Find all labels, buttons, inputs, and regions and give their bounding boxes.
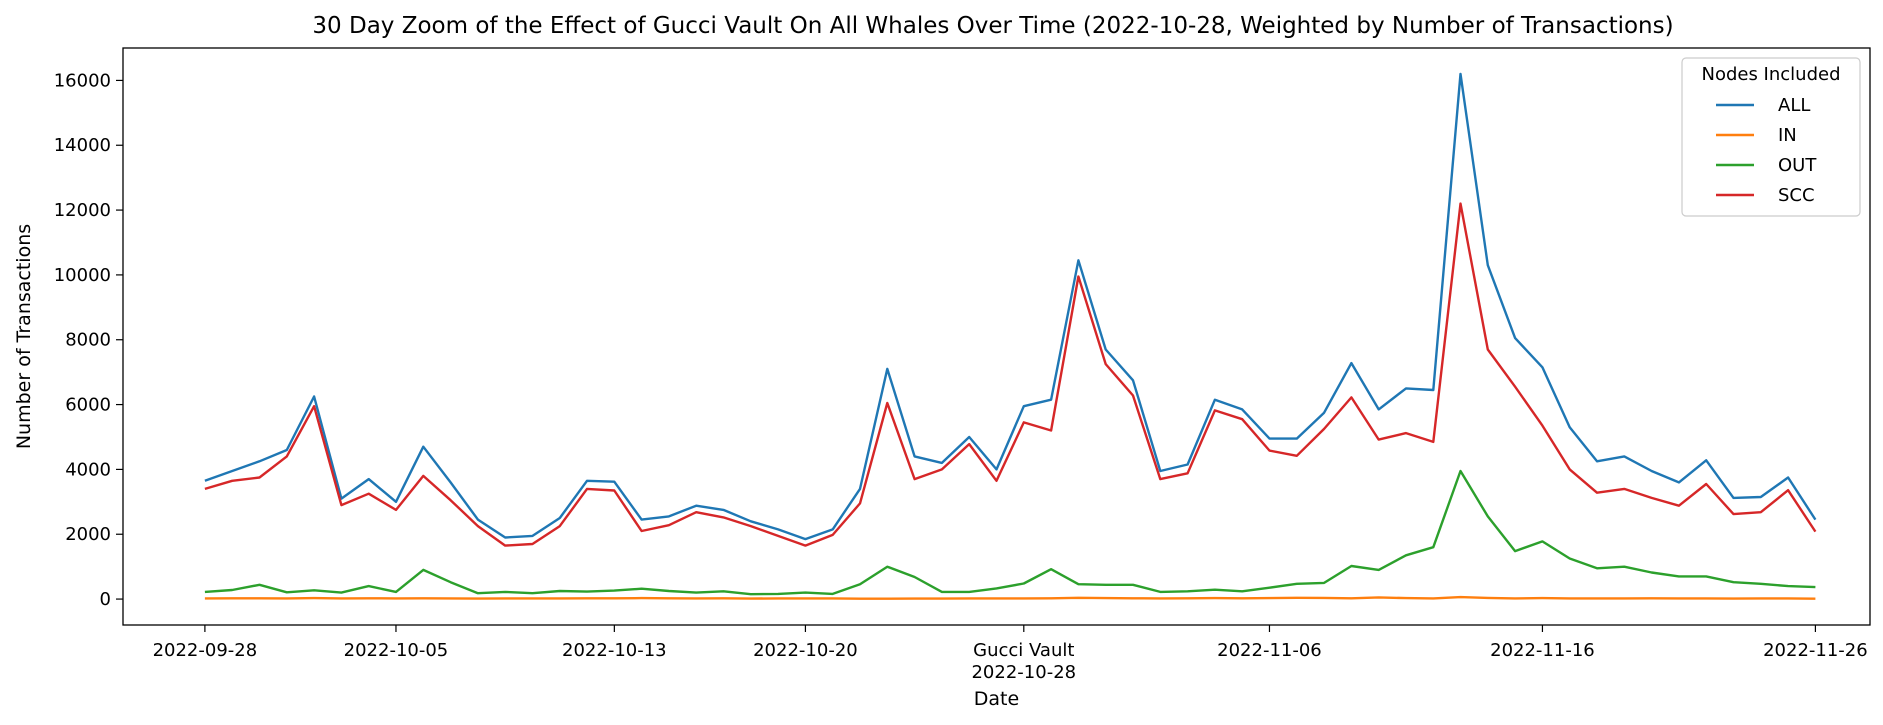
y-tick-label: 6000 — [65, 395, 111, 416]
series-line-all — [204, 72, 1817, 541]
x-tick-label-secondary: 2022-10-28 — [971, 662, 1076, 683]
x-axis-title: Date — [974, 688, 1019, 710]
series-line-scc — [204, 202, 1817, 547]
plot-frame — [122, 47, 1871, 626]
x-tick-label: Gucci Vault — [973, 640, 1074, 661]
legend-label-in: IN — [1778, 125, 1797, 146]
y-tick-label: 16000 — [54, 70, 111, 91]
series-line-out — [204, 469, 1816, 596]
y-tick-label: 0 — [100, 589, 111, 610]
y-tick-label: 4000 — [65, 459, 111, 480]
legend-label-scc: SCC — [1778, 185, 1815, 206]
legend-box — [1681, 57, 1861, 217]
x-tick-label: 2022-10-20 — [753, 640, 858, 661]
y-tick-label: 2000 — [65, 524, 111, 545]
y-axis: 0 2000 4000 6000 8000 10000 12000 14000 16000 — [54, 70, 123, 610]
legend: Nodes Included ALL IN OUT SCC — [1681, 57, 1861, 217]
x-tick-label: 2022-11-06 — [1217, 640, 1322, 661]
chart-title: 30 Day Zoom of the Effect of Gucci Vault… — [312, 13, 1673, 39]
y-tick-label: 10000 — [54, 265, 111, 286]
x-tick-label: 2022-09-28 — [153, 640, 258, 661]
x-tick-label: 2022-11-16 — [1490, 640, 1595, 661]
plot-area — [204, 72, 1817, 600]
x-tick-label: 2022-10-05 — [344, 640, 449, 661]
series-line-in — [204, 595, 1816, 600]
legend-label-all: ALL — [1778, 95, 1810, 116]
legend-label-out: OUT — [1778, 155, 1817, 176]
y-tick-label: 14000 — [54, 135, 111, 156]
y-tick-label: 12000 — [54, 200, 111, 221]
y-axis-title: Number of Transactions — [13, 224, 35, 449]
x-axis: 2022-09-28 2022-10-05 2022-10-13 2022-10-20… — [153, 625, 1868, 683]
y-tick-label: 8000 — [65, 330, 111, 351]
legend-title: Nodes Included — [1701, 64, 1840, 85]
x-tick-label: 2022-10-13 — [562, 640, 667, 661]
x-tick-label: 2022-11-26 — [1763, 640, 1868, 661]
